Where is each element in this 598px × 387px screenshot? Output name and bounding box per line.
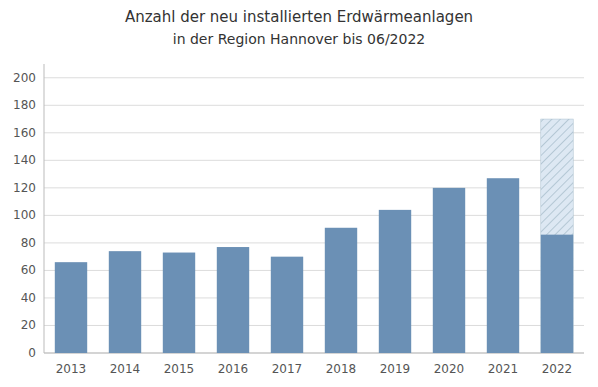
- bar: [55, 262, 87, 353]
- grid-line: [44, 77, 584, 78]
- x-tick-label: 2019: [380, 362, 411, 376]
- y-tick-label: 200: [13, 71, 36, 85]
- y-tick-label: 120: [13, 181, 36, 195]
- x-tick-label: 2018: [326, 362, 357, 376]
- bar: [163, 253, 195, 353]
- title: Anzahl der neu installierten Erdwärmeanl…: [125, 8, 473, 26]
- x-tick-label: 2020: [434, 362, 465, 376]
- bar: [541, 235, 573, 353]
- x-tick-label: 2014: [110, 362, 141, 376]
- x-tick-label: 2022: [542, 362, 573, 376]
- forecast-bar: [541, 119, 573, 353]
- x-tick-label: 2015: [164, 362, 195, 376]
- subtitle: in der Region Hannover bis 06/2022: [173, 31, 426, 47]
- y-tick-label: 60: [21, 263, 36, 277]
- x-tick-label: 2017: [272, 362, 303, 376]
- chart-container: Anzahl der neu installierten Erdwärmeanl…: [0, 0, 598, 387]
- bar: [271, 257, 303, 353]
- grid: [44, 78, 584, 353]
- bar: [217, 247, 249, 353]
- chart: Anzahl der neu installierten Erdwärmeanl…: [0, 0, 598, 387]
- y-tick-label: 180: [13, 98, 36, 112]
- grid-line: [44, 160, 584, 161]
- y-tick-label: 160: [13, 126, 36, 140]
- bar: [487, 178, 519, 353]
- y-tick-label: 40: [21, 291, 36, 305]
- x-tick-label: 2021: [488, 362, 519, 376]
- y-tick-label: 140: [13, 153, 36, 167]
- grid-line: [44, 132, 584, 133]
- x-tick-label: 2016: [218, 362, 249, 376]
- y-axis-line: [44, 64, 45, 353]
- bar: [109, 251, 141, 353]
- bar: [433, 188, 465, 353]
- y-tick-label: 100: [13, 208, 36, 222]
- bar: [379, 210, 411, 353]
- bar: [325, 228, 357, 353]
- y-tick-label: 0: [28, 346, 36, 360]
- bars: [55, 119, 573, 353]
- y-tick-label: 20: [21, 318, 36, 332]
- x-tick-label: 2013: [56, 362, 87, 376]
- y-tick-label: 80: [21, 236, 36, 250]
- grid-line: [44, 105, 584, 106]
